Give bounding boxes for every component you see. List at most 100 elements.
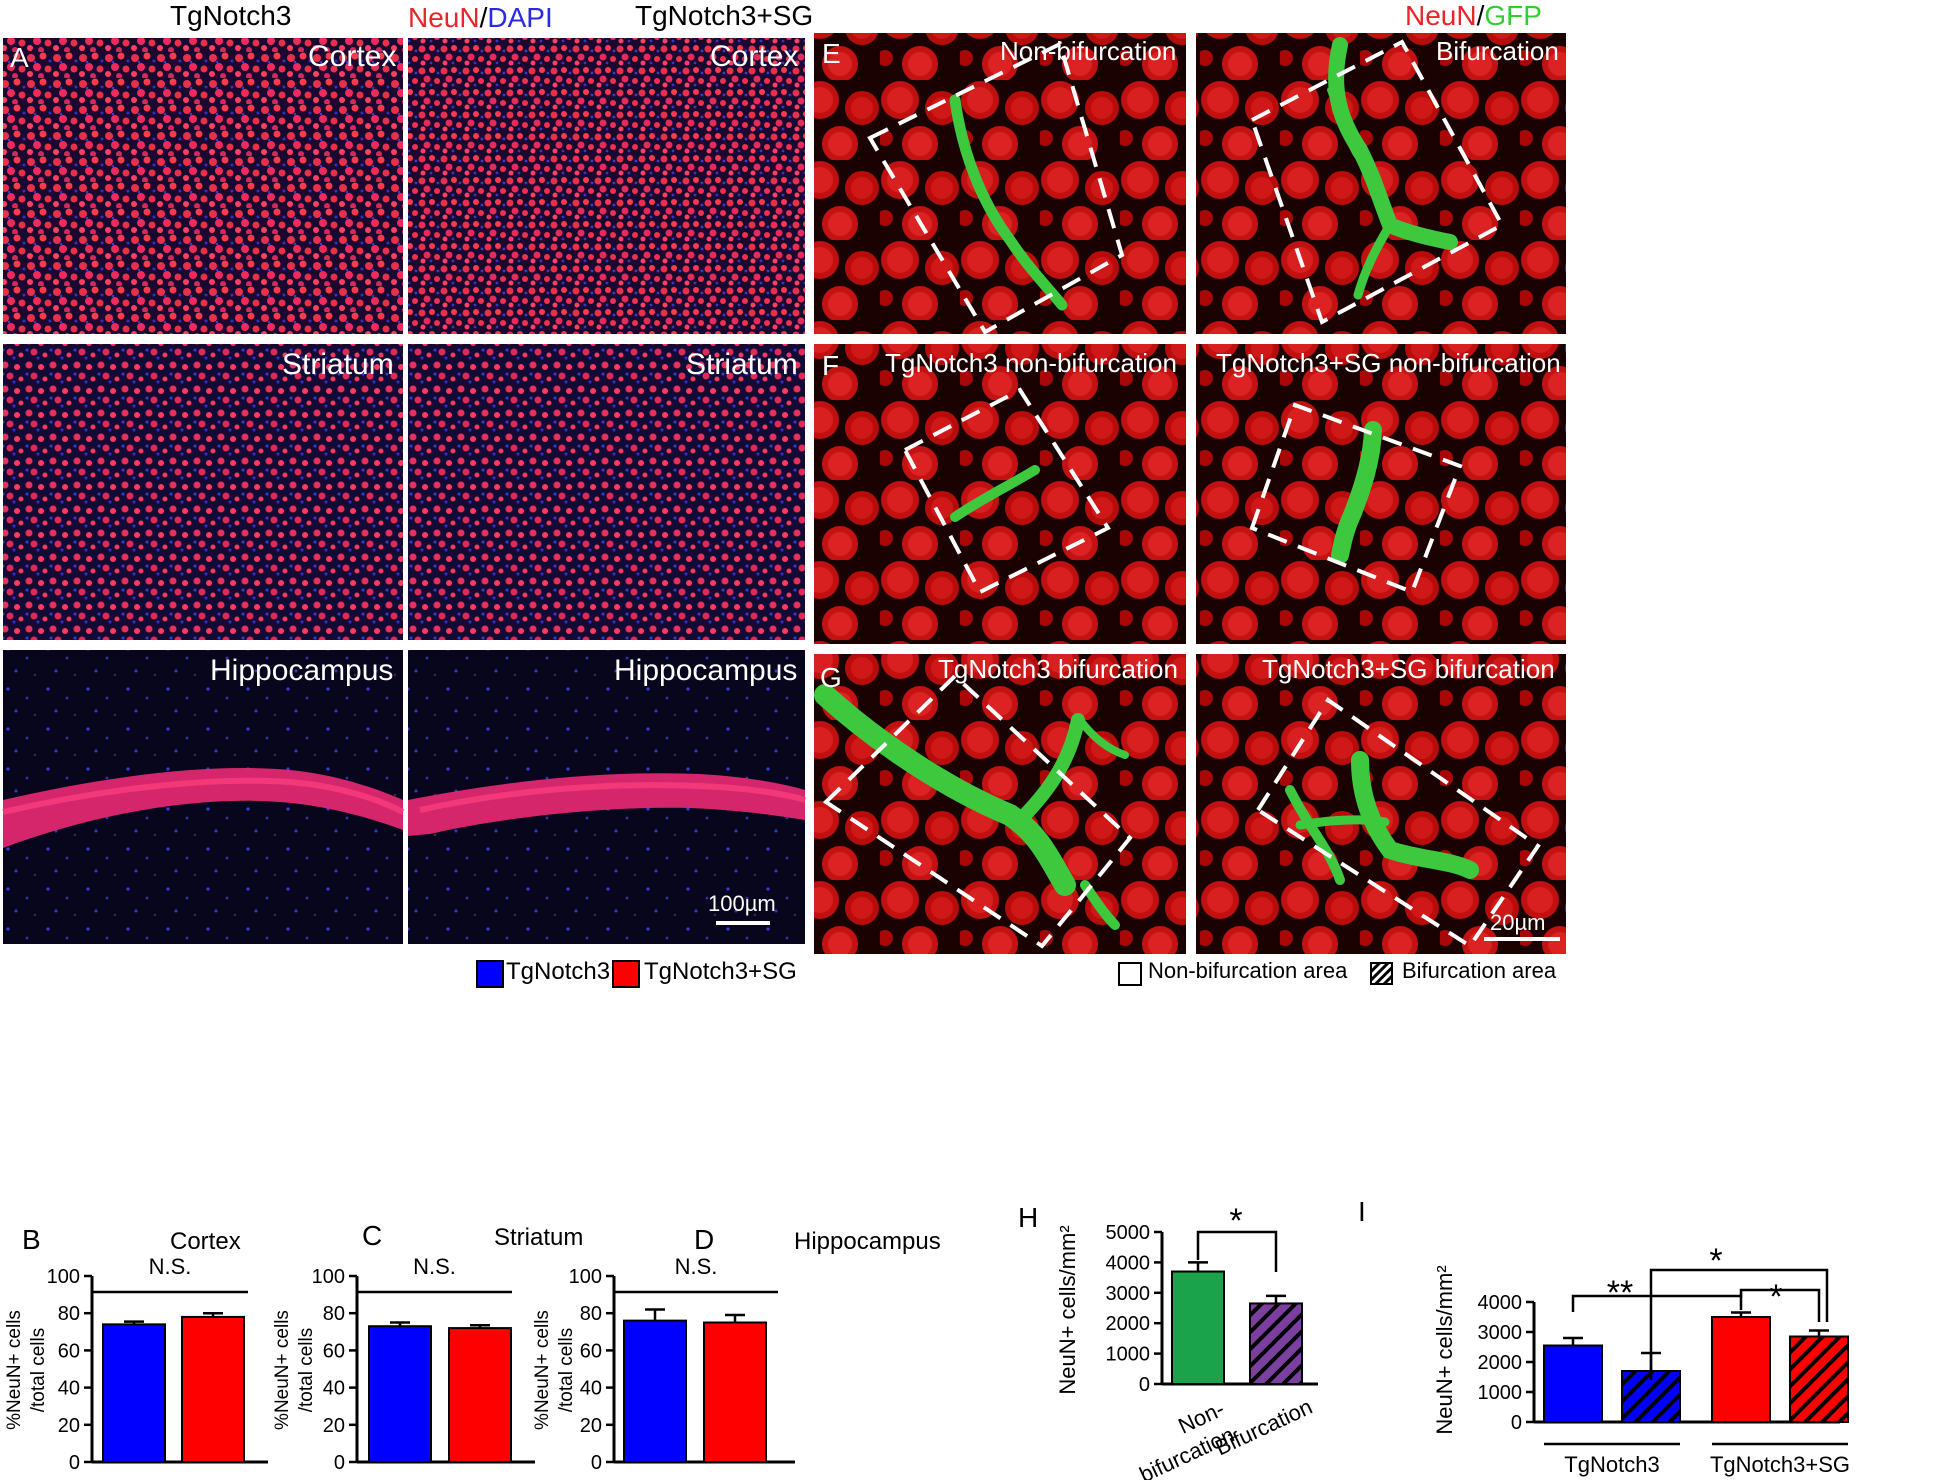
chart-i-bar-0-0 [1543, 1344, 1603, 1423]
micrograph-tgnotch3-sg-non-bifurcation [1196, 344, 1566, 644]
region-label-striatum-sg: Striatum [686, 348, 798, 381]
header-stain-left: NeuN/DAPI [408, 4, 553, 32]
chart-d-title: Hippocampus [794, 1228, 941, 1255]
panel-b-letter: B [22, 1224, 41, 1255]
panel-a-letter: A [10, 42, 29, 73]
legend-swatch-non-bifurcation-area [1118, 962, 1142, 986]
chart-b-title: Cortex [170, 1228, 241, 1255]
chart-b-ytick-label-2: 40 [58, 1378, 80, 1400]
chart-b-ytick-label-1: 20 [58, 1415, 80, 1437]
chart-b-ytick-label-0: 0 [69, 1452, 80, 1474]
region-label-cortex-sg: Cortex [710, 40, 799, 73]
chart-h-significance-bracket [1196, 1230, 1278, 1272]
roi-dashed-boxes [822, 39, 1541, 949]
chart-c-ytick-label-1: 20 [323, 1415, 345, 1437]
header-tgnotch3-sg-left: TgNotch3+SG [635, 0, 814, 31]
title-bifurcation: Bifurcation [1436, 36, 1559, 66]
chart-c-ylabel-line1: %NeuN+ cells [272, 1310, 293, 1430]
micrograph-layer [2, 33, 1566, 954]
chart-i-ytick-label-0: 0 [1511, 1412, 1522, 1434]
chart-c-bar-1 [448, 1327, 512, 1463]
chart-i-bar-1-1 [1789, 1335, 1849, 1423]
chart-d-ytick-label-1: 20 [580, 1415, 602, 1437]
title-tgnotch3-bifurcation: TgNotch3 bifurcation [938, 654, 1178, 684]
chart-d-ylabel-line2: /total cells [556, 1328, 577, 1412]
chart-i-ylabel: NeuN+ cells/mm² [1432, 1265, 1457, 1434]
chart-i-ytick-label-4: 4000 [1478, 1292, 1523, 1314]
region-label-cortex: Cortex [308, 40, 397, 73]
chart-d-bar-1 [703, 1321, 767, 1463]
chart-i-significance-1: * [1709, 1242, 1722, 1280]
chart-b-ytick-label-5: 100 [47, 1266, 80, 1288]
micrograph-striatum-tgnotch3-sg [408, 344, 805, 640]
region-label-hippocampus: Hippocampus [210, 654, 394, 687]
scale-bar-100um-label: 100µm [708, 891, 776, 916]
chart-i-group-label-1: TgNotch3+SG [1710, 1452, 1850, 1477]
legend-label-bifurcation-area: Bifurcation area [1402, 958, 1557, 983]
chart-h-ytick-label-5: 5000 [1106, 1222, 1151, 1244]
chart-h-ytick-label-4: 4000 [1106, 1252, 1151, 1274]
chart-b-bar-0 [102, 1323, 166, 1463]
chart-d-bar-0 [623, 1319, 687, 1464]
region-label-striatum: Striatum [282, 348, 394, 381]
chart-h-bar-1 [1249, 1302, 1303, 1385]
chart-h-bar-0 [1171, 1270, 1225, 1386]
header-stain-right: NeuN/GFP [1405, 2, 1542, 30]
panel-e-letter: E [822, 38, 841, 69]
stain-neun-label-right: NeuN [1405, 0, 1477, 31]
chart-i-ytick-label-3: 3000 [1478, 1322, 1523, 1344]
chart-h-ylabel: NeuN+ cells/mm² [1055, 1225, 1080, 1394]
panel-i-letter: I [1358, 1196, 1366, 1227]
chart-c-significance-label: N.S. [413, 1254, 456, 1279]
panel-c-letter: C [362, 1220, 383, 1251]
chart-i-bracket-1 [1649, 1268, 1829, 1380]
legend-label-non-bifurcation-area: Non-bifurcation area [1148, 958, 1348, 983]
chart-c-ytick-label-0: 0 [334, 1452, 345, 1474]
micrograph-cortex-tgnotch3 [3, 38, 403, 334]
legend-label-tgnotch3-sg: TgNotch3+SG [644, 958, 797, 985]
chart-c-ylabel-line2: /total cells [296, 1328, 317, 1412]
region-label-hippocampus-sg: Hippocampus [614, 654, 798, 687]
stain-neun-label: NeuN [408, 2, 480, 33]
chart-c-ytick-label-4: 80 [323, 1303, 345, 1325]
chart-b-ytick-label-3: 60 [58, 1340, 80, 1362]
micrograph-striatum-tgnotch3 [3, 344, 403, 640]
chart-c-ytick-label-3: 60 [323, 1340, 345, 1362]
chart-h-ytick-label-2: 2000 [1106, 1313, 1151, 1335]
panel-g-letter: G [820, 662, 842, 693]
chart-i-bracket-0 [1571, 1294, 1743, 1312]
chart-h-ytick-label-3: 3000 [1106, 1283, 1151, 1305]
chart-d-ytick-label-4: 80 [580, 1303, 602, 1325]
title-tgnotch3-sg-non-bifurcation: TgNotch3+SG non-bifurcation [1216, 348, 1561, 378]
chart-d-ytick-label-3: 60 [580, 1340, 602, 1362]
title-non-bifurcation: Non-bifurcation [1000, 36, 1177, 66]
chart-i-bar-1-0 [1711, 1316, 1771, 1423]
gfp-vessels [814, 37, 1479, 930]
title-tgnotch3-non-bifurcation: TgNotch3 non-bifurcation [885, 348, 1177, 378]
chart-c-bar-0 [368, 1325, 432, 1463]
legend-swatch-bifurcation-area [1370, 962, 1393, 985]
micrograph-non-bifurcation [814, 33, 1186, 334]
chart-i-ytick-label-2: 2000 [1478, 1352, 1523, 1374]
chart-d-ytick-label-2: 40 [580, 1378, 602, 1400]
scale-bar-20um-label: 20µm [1490, 910, 1546, 935]
stain-dapi-label: DAPI [487, 2, 553, 33]
micrograph-cortex-tgnotch3-sg [408, 38, 805, 334]
chart-i-ytick-label-1: 1000 [1478, 1382, 1523, 1404]
chart-d-ylabel-line1: %NeuN+ cells [532, 1310, 553, 1430]
header-tgnotch3-left: TgNotch3 [170, 0, 292, 31]
chart-h-ytick-label-0: 0 [1139, 1374, 1150, 1396]
stain-separator: / [479, 2, 488, 33]
chart-b-ytick-label-4: 80 [58, 1303, 80, 1325]
panel-f-letter: F [822, 350, 840, 381]
chart-i-significance-2: * [1769, 1278, 1782, 1316]
chart-i-significance-0: ** [1607, 1274, 1633, 1312]
legend-swatch-tgnotch3 [476, 960, 504, 988]
chart-d-ytick-label-5: 100 [569, 1266, 602, 1288]
chart-b-ylabel-line1: %NeuN+ cells [4, 1310, 25, 1430]
title-tgnotch3-sg-bifurcation: TgNotch3+SG bifurcation [1262, 654, 1555, 684]
chart-d-significance-label: N.S. [675, 1254, 718, 1279]
legend-swatch-tgnotch3-sg [612, 960, 640, 988]
chart-c-ytick-label-5: 100 [312, 1266, 345, 1288]
stain-gfp-label: GFP [1484, 0, 1542, 31]
